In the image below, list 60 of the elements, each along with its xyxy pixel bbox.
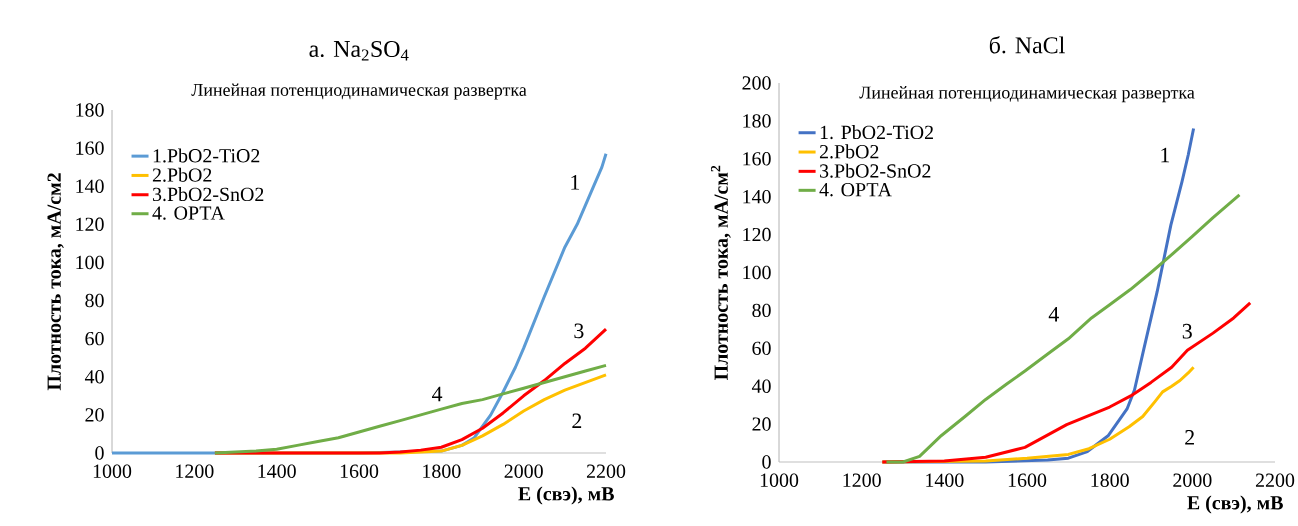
legend-label: 2.PbO2 (152, 167, 212, 182)
annotation: 4 (432, 386, 443, 402)
x-tick-label: 1200 (176, 464, 214, 478)
x-axis-title: E (свэ), мВ (518, 486, 614, 505)
annotation: 2 (1185, 430, 1194, 445)
x-tick-label: 1800 (1091, 473, 1129, 487)
y-tick-label: 40 (84, 370, 104, 384)
legend-label: 1. PbO2-TiO2 (820, 125, 933, 140)
chart-title: а. Na$_{2}$SO$_{4}$ (309, 40, 409, 61)
y-tick-label: 160 (76, 141, 104, 155)
annotation: 1 (1161, 147, 1170, 163)
x-tick-label: 1800 (423, 464, 461, 478)
x-tick-label: 2200 (586, 464, 626, 478)
y-tick-label: 140 (743, 189, 771, 204)
chart-subtitle: Линейная потенциодинамическая развертка (191, 83, 527, 100)
x-tick-label: 1000 (93, 464, 132, 478)
annotation: 4 (1048, 306, 1059, 322)
line-series (880, 301, 1252, 464)
y-tick-label: 40 (751, 379, 771, 393)
x-tick-label: 1600 (340, 464, 379, 478)
y-tick-label: 80 (752, 303, 771, 318)
legend-label: 4. ОРТА (819, 182, 892, 197)
annotation: 3 (1182, 323, 1192, 339)
y-tick-label: 0 (95, 446, 104, 460)
y-tick-label: 0 (762, 455, 771, 469)
chart-subtitle: Линейная потенциодинамическая развертка (859, 86, 1195, 103)
y-tick-label: 120 (743, 227, 771, 242)
annotation: 3 (574, 323, 584, 339)
x-tick-label: 1400 (258, 464, 296, 478)
x-tick-label: 2000 (1173, 473, 1212, 487)
x-axis-title: E (свэ), мВ (1187, 495, 1283, 514)
y-axis-title: Плотность тока, мА/см2 (47, 173, 64, 391)
y-tick-label: 60 (85, 331, 104, 346)
y-tick-label: 20 (752, 417, 771, 431)
y-tick-label: 100 (76, 255, 104, 270)
legend-label: 4. ОРТА (152, 206, 225, 220)
y-tick-label: 160 (743, 152, 771, 166)
legend-label: 1.PbO2-TiO2 (153, 148, 260, 163)
x-tick-label: 1000 (760, 473, 799, 487)
x-tick-label: 2200 (1255, 473, 1295, 487)
y-tick-label: 120 (76, 217, 104, 232)
y-tick-label: 140 (76, 179, 104, 193)
annotation: 2 (572, 413, 582, 428)
y-tick-label: 180 (743, 114, 771, 128)
y-tick-label: 180 (76, 103, 104, 117)
legend-label: 3.PbO2-SnO2 (152, 187, 264, 202)
x-tick-label: 2000 (504, 464, 543, 478)
y-tick-label: 100 (743, 265, 771, 280)
y-tick-label: 80 (85, 293, 104, 308)
legend-label: 2.PbO2 (819, 144, 879, 159)
y-tick-label: 200 (742, 76, 771, 90)
legend-label: 3.PbO2-SnO2 (820, 163, 931, 178)
x-tick-label: 1200 (843, 473, 881, 487)
annotation: 1 (571, 175, 580, 190)
chart-title: б. NaCl (989, 36, 1065, 54)
y-axis-title: Плотность тока, мА/см$^{2}$ (710, 165, 731, 380)
x-tick-label: 1400 (926, 473, 964, 487)
y-tick-label: 20 (85, 408, 104, 422)
x-tick-label: 1600 (1008, 473, 1047, 487)
y-tick-label: 60 (752, 341, 771, 355)
